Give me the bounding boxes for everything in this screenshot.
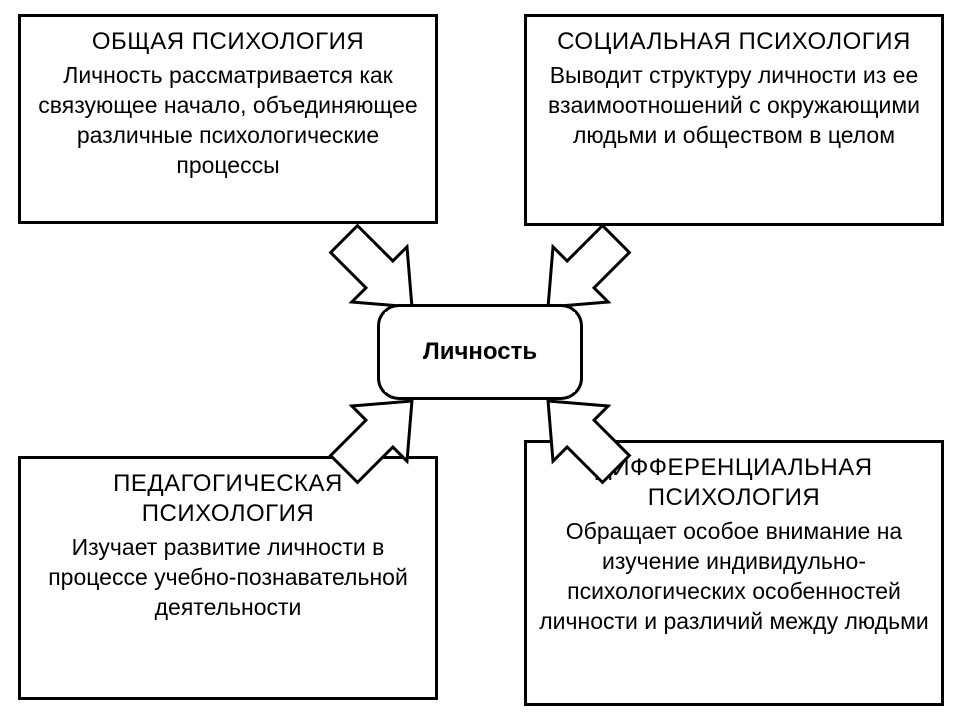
box-social-psychology: СОЦИАЛЬНАЯ ПСИХОЛОГИЯ Выводит структуру …: [524, 14, 944, 226]
center-label: Личность: [423, 338, 537, 366]
box-title: СОЦИАЛЬНАЯ ПСИХОЛОГИЯ: [539, 27, 929, 57]
box-pedagogical-psychology: ПЕДАГОГИЧЕСКАЯ ПСИХОЛОГИЯ Изучает развит…: [18, 456, 438, 700]
diagram-canvas: ОБЩАЯ ПСИХОЛОГИЯ Личность рассматриваетс…: [0, 0, 960, 720]
box-description: Личность рассматривается как связующее н…: [33, 61, 423, 181]
box-description: Выводит структуру личности из ее взаимоо…: [539, 61, 929, 151]
box-description: Обращает особое внимание на изучение инд…: [539, 517, 929, 637]
box-title: ОБЩАЯ ПСИХОЛОГИЯ: [33, 27, 423, 57]
box-general-psychology: ОБЩАЯ ПСИХОЛОГИЯ Личность рассматриваетс…: [18, 14, 438, 224]
center-node: Личность: [385, 312, 575, 392]
box-description: Изучает развитие личности в процессе уче…: [33, 533, 423, 623]
